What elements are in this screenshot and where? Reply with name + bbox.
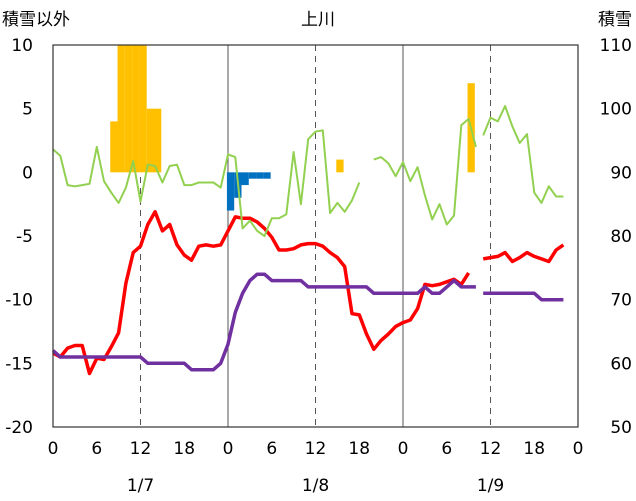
- right-tick-label: 60: [610, 354, 632, 374]
- x-tick-label: 6: [266, 439, 277, 459]
- right-tick-label: 90: [610, 163, 632, 183]
- x-tick-label: 0: [48, 439, 59, 459]
- x-tick-label: 18: [348, 439, 370, 459]
- right-tick-label: 50: [610, 418, 632, 438]
- bar: [336, 159, 344, 173]
- plot-frame: [52, 44, 579, 428]
- right-tick-label: 100: [600, 100, 632, 120]
- bars-layer: [110, 45, 475, 211]
- day-label: 1/8: [302, 476, 329, 496]
- series-line: [52, 210, 565, 376]
- left-tick-label: 0: [22, 163, 33, 183]
- x-tick-label: 12: [480, 439, 502, 459]
- lines-layer: [51, 105, 565, 376]
- left-tick-label: -15: [5, 354, 33, 374]
- right-axis-label: 積雪: [598, 10, 632, 30]
- day-label: 1/7: [127, 476, 154, 496]
- left-tick-label: 10: [11, 36, 33, 56]
- bar: [110, 121, 118, 173]
- bar: [248, 172, 257, 179]
- day-label: 1/9: [477, 476, 504, 496]
- x-tick-label: 18: [523, 439, 545, 459]
- x-tick-label: 0: [398, 439, 409, 459]
- bar: [124, 45, 133, 173]
- bar: [263, 172, 271, 179]
- left-tick-label: -5: [16, 227, 33, 247]
- bar: [226, 172, 235, 211]
- x-tick-label: 0: [573, 439, 584, 459]
- x-tick-label: 0: [223, 439, 234, 459]
- series-line: [52, 105, 564, 237]
- bar: [153, 108, 162, 173]
- x-tick-label: 6: [441, 439, 452, 459]
- right-tick-label: 80: [610, 227, 632, 247]
- left-axis-label: 積雪以外: [2, 10, 70, 30]
- bar: [256, 172, 264, 179]
- bar: [132, 45, 140, 173]
- x-tick-label: 12: [130, 439, 152, 459]
- series-line: [51, 272, 564, 372]
- bar: [117, 45, 125, 173]
- bar: [146, 108, 154, 173]
- bar: [241, 172, 249, 186]
- left-tick-label: -20: [5, 418, 33, 438]
- left-tick-label: 5: [22, 100, 33, 120]
- x-tick-label: 18: [173, 439, 195, 459]
- x-tick-label: 12: [305, 439, 327, 459]
- left-tick-label: -10: [5, 291, 33, 311]
- right-tick-label: 70: [610, 291, 632, 311]
- x-tick-label: 6: [91, 439, 102, 459]
- right-tick-label: 110: [600, 36, 632, 56]
- bar: [139, 45, 147, 173]
- chart-title: 上川: [301, 10, 335, 30]
- grid: [140, 45, 491, 427]
